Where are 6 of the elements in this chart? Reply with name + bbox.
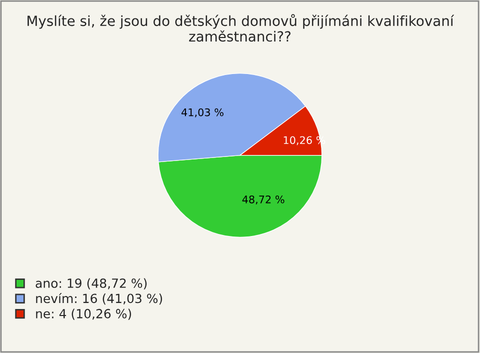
data-label: 48,72 % [242,195,284,204]
legend-label: nevím: 16 (41,03 %) [36,292,162,305]
legend-label: ano: 19 (48,72 %) [36,278,147,290]
chart-title: Myslíte si, že jsou do dětských domovů přijímáni kvalifikovaní zaměstnanci?? [28,14,454,42]
data-label: 41,03 % [182,108,224,118]
legend-label: ne: 4 (10,26 %) [36,308,132,320]
